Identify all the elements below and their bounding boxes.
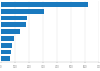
Bar: [1, 9, 44, 14]
Bar: [1, 29, 20, 34]
Bar: [1, 2, 88, 7]
Bar: [1, 49, 11, 54]
Bar: [1, 43, 12, 48]
Bar: [1, 22, 26, 27]
Bar: [1, 16, 27, 20]
Bar: [1, 56, 10, 61]
Bar: [1, 36, 14, 41]
